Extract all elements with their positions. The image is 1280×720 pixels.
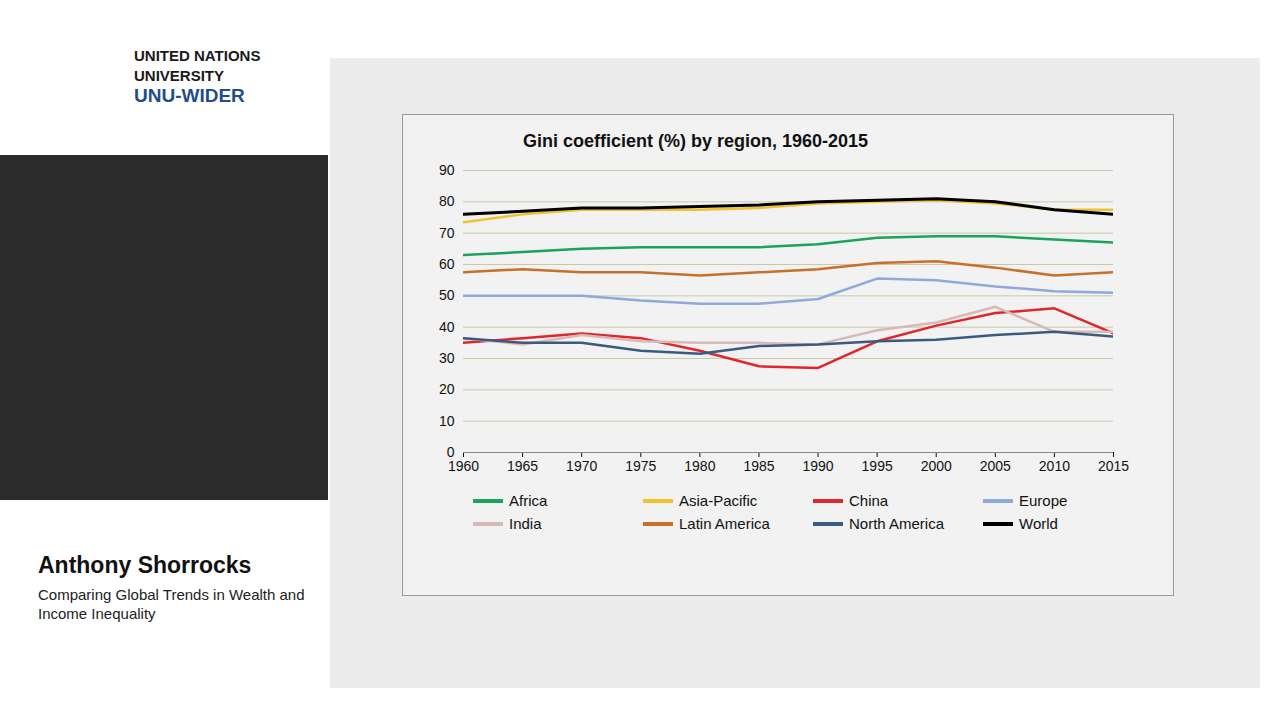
svg-text:2000: 2000 — [921, 458, 952, 474]
html-text:World: World — [1019, 515, 1058, 532]
svg-text:10: 10 — [439, 413, 455, 429]
svg-text:50: 50 — [439, 287, 455, 303]
svg-text:0: 0 — [446, 444, 455, 460]
svg-text:20: 20 — [439, 381, 455, 397]
html-text:UNIVERSITY: UNIVERSITY — [134, 67, 224, 84]
svg-text:70: 70 — [439, 225, 455, 241]
svg-text:90: 90 — [439, 162, 455, 178]
html-text:Latin America: Latin America — [679, 515, 770, 532]
svg-text:2010: 2010 — [1039, 458, 1070, 474]
html-text:Gini coefficient (%) by region: Gini coefficient (%) by region, 1960-201… — [523, 131, 869, 151]
svg-text:80: 80 — [439, 193, 455, 209]
html-text:Asia-Pacific: Asia-Pacific — [679, 492, 758, 509]
svg-text:1970: 1970 — [566, 458, 597, 474]
svg-text:1965: 1965 — [507, 458, 538, 474]
html-text:India: India — [509, 515, 542, 532]
html-text:Europe: Europe — [1019, 492, 1068, 509]
svg-text:1980: 1980 — [684, 458, 715, 474]
svg-text:40: 40 — [439, 319, 455, 335]
html-text:Comparing Global Trends in Wea: Comparing Global Trends in Wealth and In… — [38, 586, 305, 622]
svg-text:1960: 1960 — [448, 458, 479, 474]
html-text:Africa: Africa — [509, 492, 548, 509]
svg-text:2015: 2015 — [1098, 458, 1129, 474]
svg-text:2005: 2005 — [980, 458, 1011, 474]
html-text:Anthony Shorrocks: Anthony Shorrocks — [38, 552, 252, 578]
svg-text:1995: 1995 — [862, 458, 893, 474]
html-text:China: China — [849, 492, 889, 509]
svg-text:1985: 1985 — [743, 458, 774, 474]
html-text:North America: North America — [849, 515, 944, 532]
svg-text:1990: 1990 — [802, 458, 833, 474]
svg-text:1975: 1975 — [625, 458, 656, 474]
svg-text:60: 60 — [439, 256, 455, 272]
html-text:UNU-WIDER: UNU-WIDER — [134, 85, 245, 106]
svg-text:30: 30 — [439, 350, 455, 366]
html-text:UNITED NATIONS: UNITED NATIONS — [134, 47, 261, 64]
